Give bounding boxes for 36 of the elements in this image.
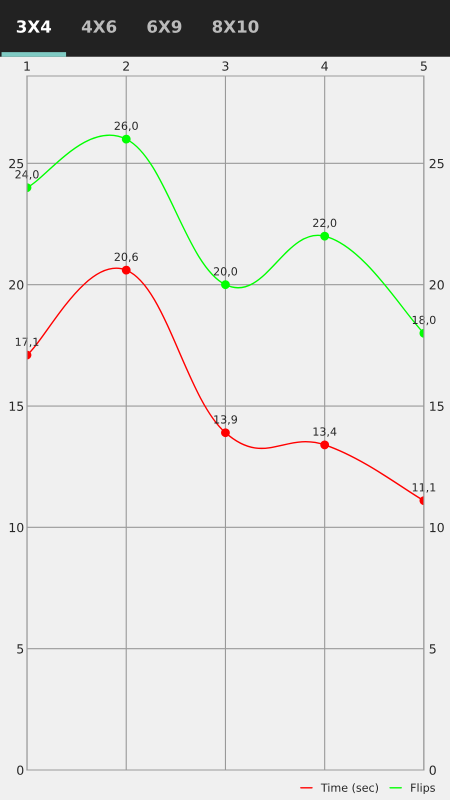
y2-tick-label: 15 [430, 402, 444, 411]
y-tick-label: 20 [9, 280, 24, 290]
data-label: 13,4 [314, 427, 336, 437]
text: 4X6 [82, 20, 116, 33]
point [221, 428, 230, 438]
text: 6X9 [147, 20, 182, 33]
point [320, 440, 330, 450]
y-tick-label: 0 [17, 765, 24, 775]
x-tick-label: 5 [420, 62, 427, 71]
data-label: 13,9 [214, 415, 238, 425]
y-tick-label: 15 [10, 402, 24, 411]
x-tick-label: 1 [24, 62, 30, 71]
x-tick-label: 2 [123, 61, 129, 71]
x-tick-label: 4 [321, 62, 328, 71]
data-label: 22,0 [313, 218, 336, 228]
point [122, 134, 131, 144]
data-label: 20,6 [114, 252, 138, 262]
y2-tick-label: 25 [430, 158, 444, 168]
point [122, 266, 131, 275]
text: 3X4 [16, 20, 52, 33]
data-label: 26,0 [114, 122, 138, 132]
legend-label: Flips [411, 783, 435, 794]
data-label: 20,0 [214, 267, 238, 277]
y-tick-label: 5 [17, 644, 24, 654]
y2-tick-label: 20 [430, 280, 444, 290]
x-tick-label: 3 [222, 61, 228, 71]
data-label: 11,1 [412, 483, 436, 493]
y-tick-label: 25 [9, 158, 24, 168]
point [320, 232, 330, 241]
text: 8X10 [212, 20, 258, 33]
y2-tick-label: 0 [430, 765, 436, 775]
legend-label: Time (sec) [320, 783, 378, 794]
y2-tick-label: 10 [430, 522, 444, 532]
y-tick-label: 10 [10, 522, 24, 532]
point [221, 280, 230, 290]
y2-tick-label: 5 [430, 644, 436, 654]
